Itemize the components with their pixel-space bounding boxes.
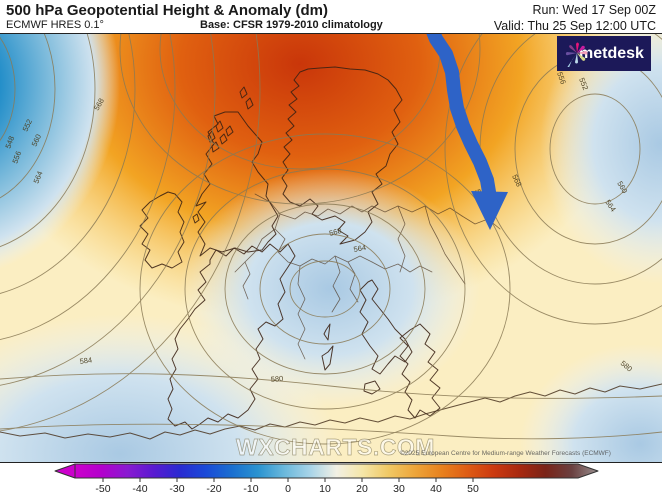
svg-text:40: 40 [430, 483, 442, 495]
svg-text:-40: -40 [132, 483, 147, 495]
svg-text:-10: -10 [243, 483, 258, 495]
svg-text:-20: -20 [206, 483, 221, 495]
svg-text:580: 580 [270, 374, 283, 384]
svg-text:20: 20 [356, 483, 368, 495]
svg-text:-30: -30 [169, 483, 184, 495]
svg-text:584: 584 [79, 355, 93, 366]
svg-text:0: 0 [285, 483, 291, 495]
svg-text:10: 10 [319, 483, 331, 495]
svg-text:50: 50 [467, 483, 479, 495]
svg-text:30: 30 [393, 483, 405, 495]
svg-text:-50: -50 [95, 483, 110, 495]
